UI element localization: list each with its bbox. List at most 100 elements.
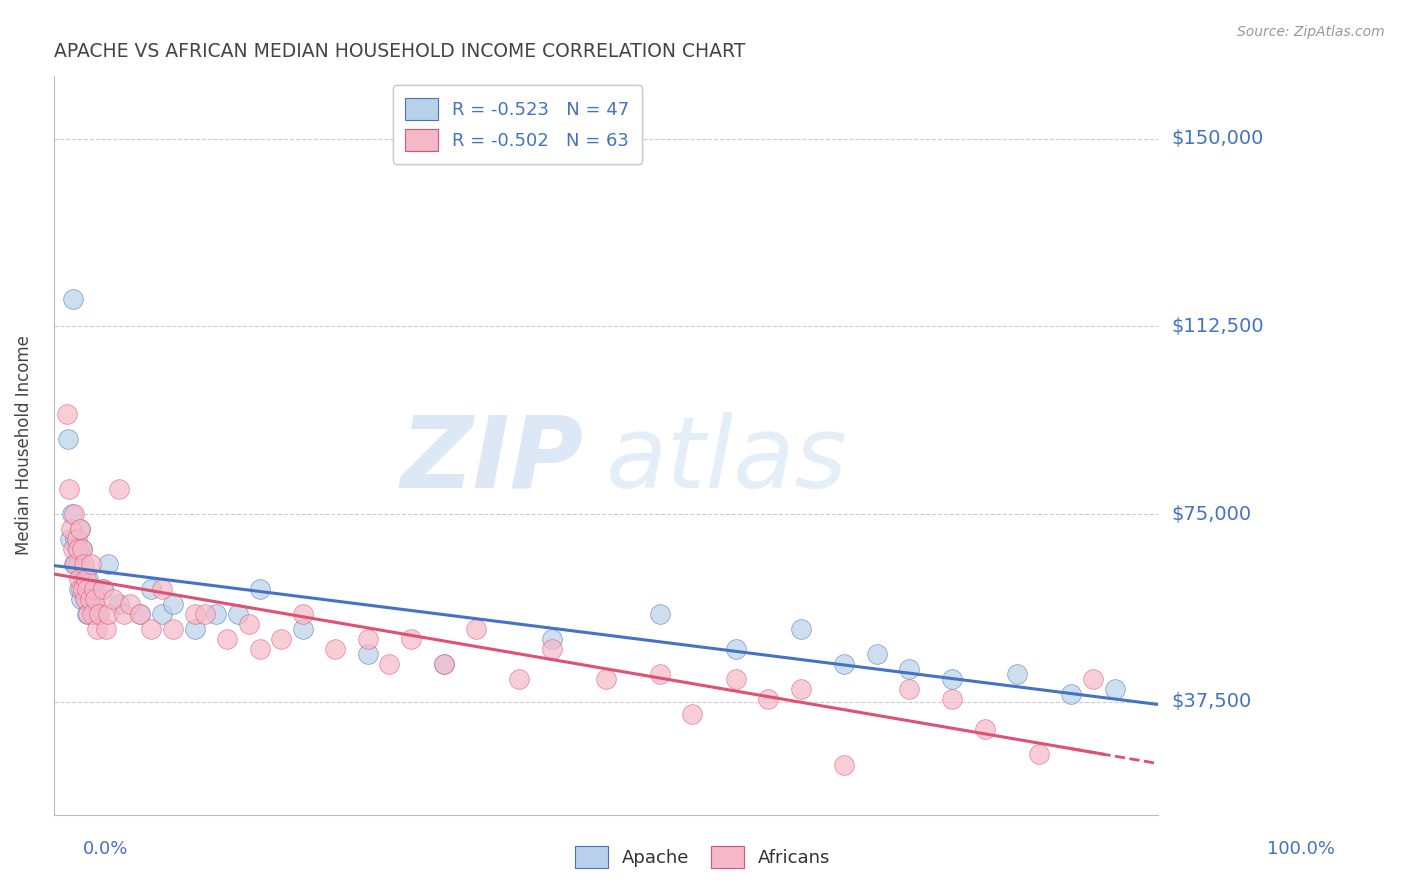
Point	[129, 607, 152, 622]
Point	[67, 582, 90, 597]
Point	[70, 592, 93, 607]
Point	[648, 667, 671, 681]
Point	[63, 558, 86, 572]
Point	[60, 507, 83, 521]
Point	[75, 592, 97, 607]
Text: ZIP: ZIP	[401, 411, 583, 508]
Point	[112, 607, 135, 622]
Point	[62, 292, 84, 306]
Point	[790, 623, 813, 637]
Point	[65, 542, 87, 557]
Point	[150, 607, 173, 622]
Point	[724, 642, 747, 657]
Point	[72, 572, 94, 586]
Point	[249, 642, 271, 657]
Point	[249, 582, 271, 597]
Point	[1060, 687, 1083, 701]
Point	[183, 607, 205, 622]
Point	[75, 582, 97, 597]
Point	[790, 682, 813, 697]
Point	[89, 607, 111, 622]
Point	[595, 673, 617, 687]
Point	[103, 592, 125, 607]
Point	[72, 582, 94, 597]
Text: atlas: atlas	[606, 411, 848, 508]
Point	[941, 692, 963, 706]
Point	[75, 572, 97, 586]
Point	[648, 607, 671, 622]
Point	[75, 592, 97, 607]
Text: $150,000: $150,000	[1171, 129, 1264, 148]
Point	[66, 542, 89, 557]
Text: $112,500: $112,500	[1171, 317, 1264, 336]
Point	[76, 607, 98, 622]
Legend: Apache, Africans: Apache, Africans	[565, 835, 841, 879]
Point	[69, 522, 91, 536]
Point	[60, 522, 83, 536]
Point	[79, 582, 101, 597]
Point	[107, 482, 129, 496]
Y-axis label: Median Household Income: Median Household Income	[15, 335, 32, 556]
Point	[70, 582, 93, 597]
Point	[97, 558, 120, 572]
Point	[540, 642, 562, 657]
Text: $75,000: $75,000	[1171, 505, 1251, 524]
Point	[65, 558, 87, 572]
Point	[432, 657, 454, 672]
Point	[107, 597, 129, 611]
Point	[238, 617, 260, 632]
Point	[270, 632, 292, 647]
Point	[65, 533, 87, 547]
Point	[1028, 747, 1050, 762]
Point	[63, 507, 86, 521]
Point	[118, 597, 141, 611]
Point	[865, 648, 887, 662]
Point	[129, 607, 152, 622]
Point	[80, 597, 103, 611]
Point	[162, 597, 184, 611]
Point	[67, 572, 90, 586]
Point	[756, 692, 779, 706]
Point	[183, 623, 205, 637]
Legend: R = -0.523   N = 47, R = -0.502   N = 63: R = -0.523 N = 47, R = -0.502 N = 63	[392, 86, 643, 163]
Point	[58, 482, 80, 496]
Point	[80, 607, 103, 622]
Point	[65, 533, 87, 547]
Point	[73, 558, 96, 572]
Point	[1005, 667, 1028, 681]
Point	[79, 592, 101, 607]
Point	[141, 623, 163, 637]
Point	[1104, 682, 1126, 697]
Point	[77, 607, 100, 622]
Point	[91, 582, 114, 597]
Point	[86, 607, 108, 622]
Point	[79, 558, 101, 572]
Point	[194, 607, 217, 622]
Point	[1081, 673, 1104, 687]
Text: 0.0%: 0.0%	[83, 840, 128, 858]
Point	[70, 542, 93, 557]
Point	[86, 623, 108, 637]
Point	[73, 562, 96, 576]
Point	[973, 723, 995, 737]
Point	[77, 572, 100, 586]
Point	[540, 632, 562, 647]
Point	[941, 673, 963, 687]
Point	[357, 648, 380, 662]
Point	[682, 707, 704, 722]
Point	[56, 432, 79, 446]
Text: APACHE VS AFRICAN MEDIAN HOUSEHOLD INCOME CORRELATION CHART: APACHE VS AFRICAN MEDIAN HOUSEHOLD INCOM…	[53, 42, 745, 61]
Text: 100.0%: 100.0%	[1267, 840, 1334, 858]
Point	[291, 607, 314, 622]
Text: Source: ZipAtlas.com: Source: ZipAtlas.com	[1237, 25, 1385, 39]
Point	[291, 623, 314, 637]
Point	[62, 542, 84, 557]
Point	[83, 582, 105, 597]
Point	[76, 582, 98, 597]
Point	[141, 582, 163, 597]
Point	[323, 642, 346, 657]
Point	[832, 757, 855, 772]
Text: $37,500: $37,500	[1171, 692, 1253, 712]
Point	[432, 657, 454, 672]
Point	[205, 607, 228, 622]
